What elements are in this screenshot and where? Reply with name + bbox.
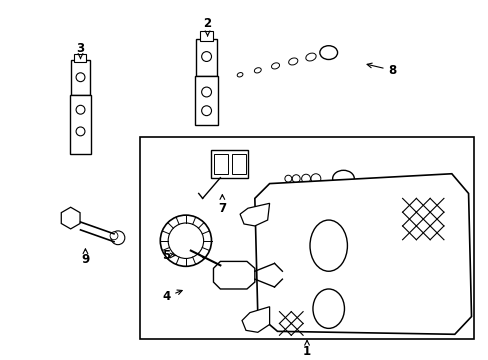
Text: 8: 8 bbox=[366, 63, 396, 77]
Bar bbox=[139, 137, 473, 339]
Text: 7: 7 bbox=[218, 195, 226, 215]
Circle shape bbox=[301, 174, 310, 183]
Ellipse shape bbox=[76, 127, 85, 136]
Polygon shape bbox=[61, 207, 80, 229]
Ellipse shape bbox=[271, 63, 279, 69]
Ellipse shape bbox=[201, 87, 211, 97]
Polygon shape bbox=[254, 174, 470, 334]
Text: 6: 6 bbox=[384, 175, 401, 188]
Polygon shape bbox=[242, 307, 269, 332]
Text: 1: 1 bbox=[303, 341, 310, 357]
Ellipse shape bbox=[288, 58, 297, 65]
Bar bbox=[69, 95, 91, 154]
Ellipse shape bbox=[305, 53, 316, 61]
Ellipse shape bbox=[322, 48, 334, 57]
Ellipse shape bbox=[76, 73, 85, 82]
Bar bbox=[195, 39, 217, 76]
Bar bbox=[210, 150, 247, 178]
Bar bbox=[74, 54, 86, 62]
Ellipse shape bbox=[254, 68, 261, 73]
Bar bbox=[199, 31, 213, 41]
Bar bbox=[71, 60, 90, 95]
Text: 9: 9 bbox=[81, 249, 89, 266]
Bar bbox=[232, 154, 245, 174]
Polygon shape bbox=[213, 261, 254, 289]
Circle shape bbox=[285, 175, 291, 182]
Bar bbox=[194, 76, 218, 126]
Text: 2: 2 bbox=[203, 17, 211, 36]
Ellipse shape bbox=[319, 46, 337, 59]
Ellipse shape bbox=[332, 170, 354, 187]
Circle shape bbox=[110, 232, 118, 240]
Circle shape bbox=[292, 175, 300, 183]
Ellipse shape bbox=[237, 73, 243, 77]
Text: 3: 3 bbox=[76, 42, 84, 58]
Circle shape bbox=[168, 223, 203, 258]
Ellipse shape bbox=[309, 220, 346, 271]
Circle shape bbox=[310, 174, 320, 184]
Ellipse shape bbox=[201, 106, 211, 116]
Ellipse shape bbox=[312, 289, 344, 328]
Ellipse shape bbox=[201, 51, 211, 62]
Circle shape bbox=[160, 215, 211, 266]
Bar bbox=[214, 154, 228, 174]
Circle shape bbox=[111, 231, 124, 245]
Text: 4: 4 bbox=[162, 290, 182, 303]
Polygon shape bbox=[240, 203, 269, 226]
Ellipse shape bbox=[76, 105, 85, 114]
Text: 5: 5 bbox=[162, 249, 176, 262]
